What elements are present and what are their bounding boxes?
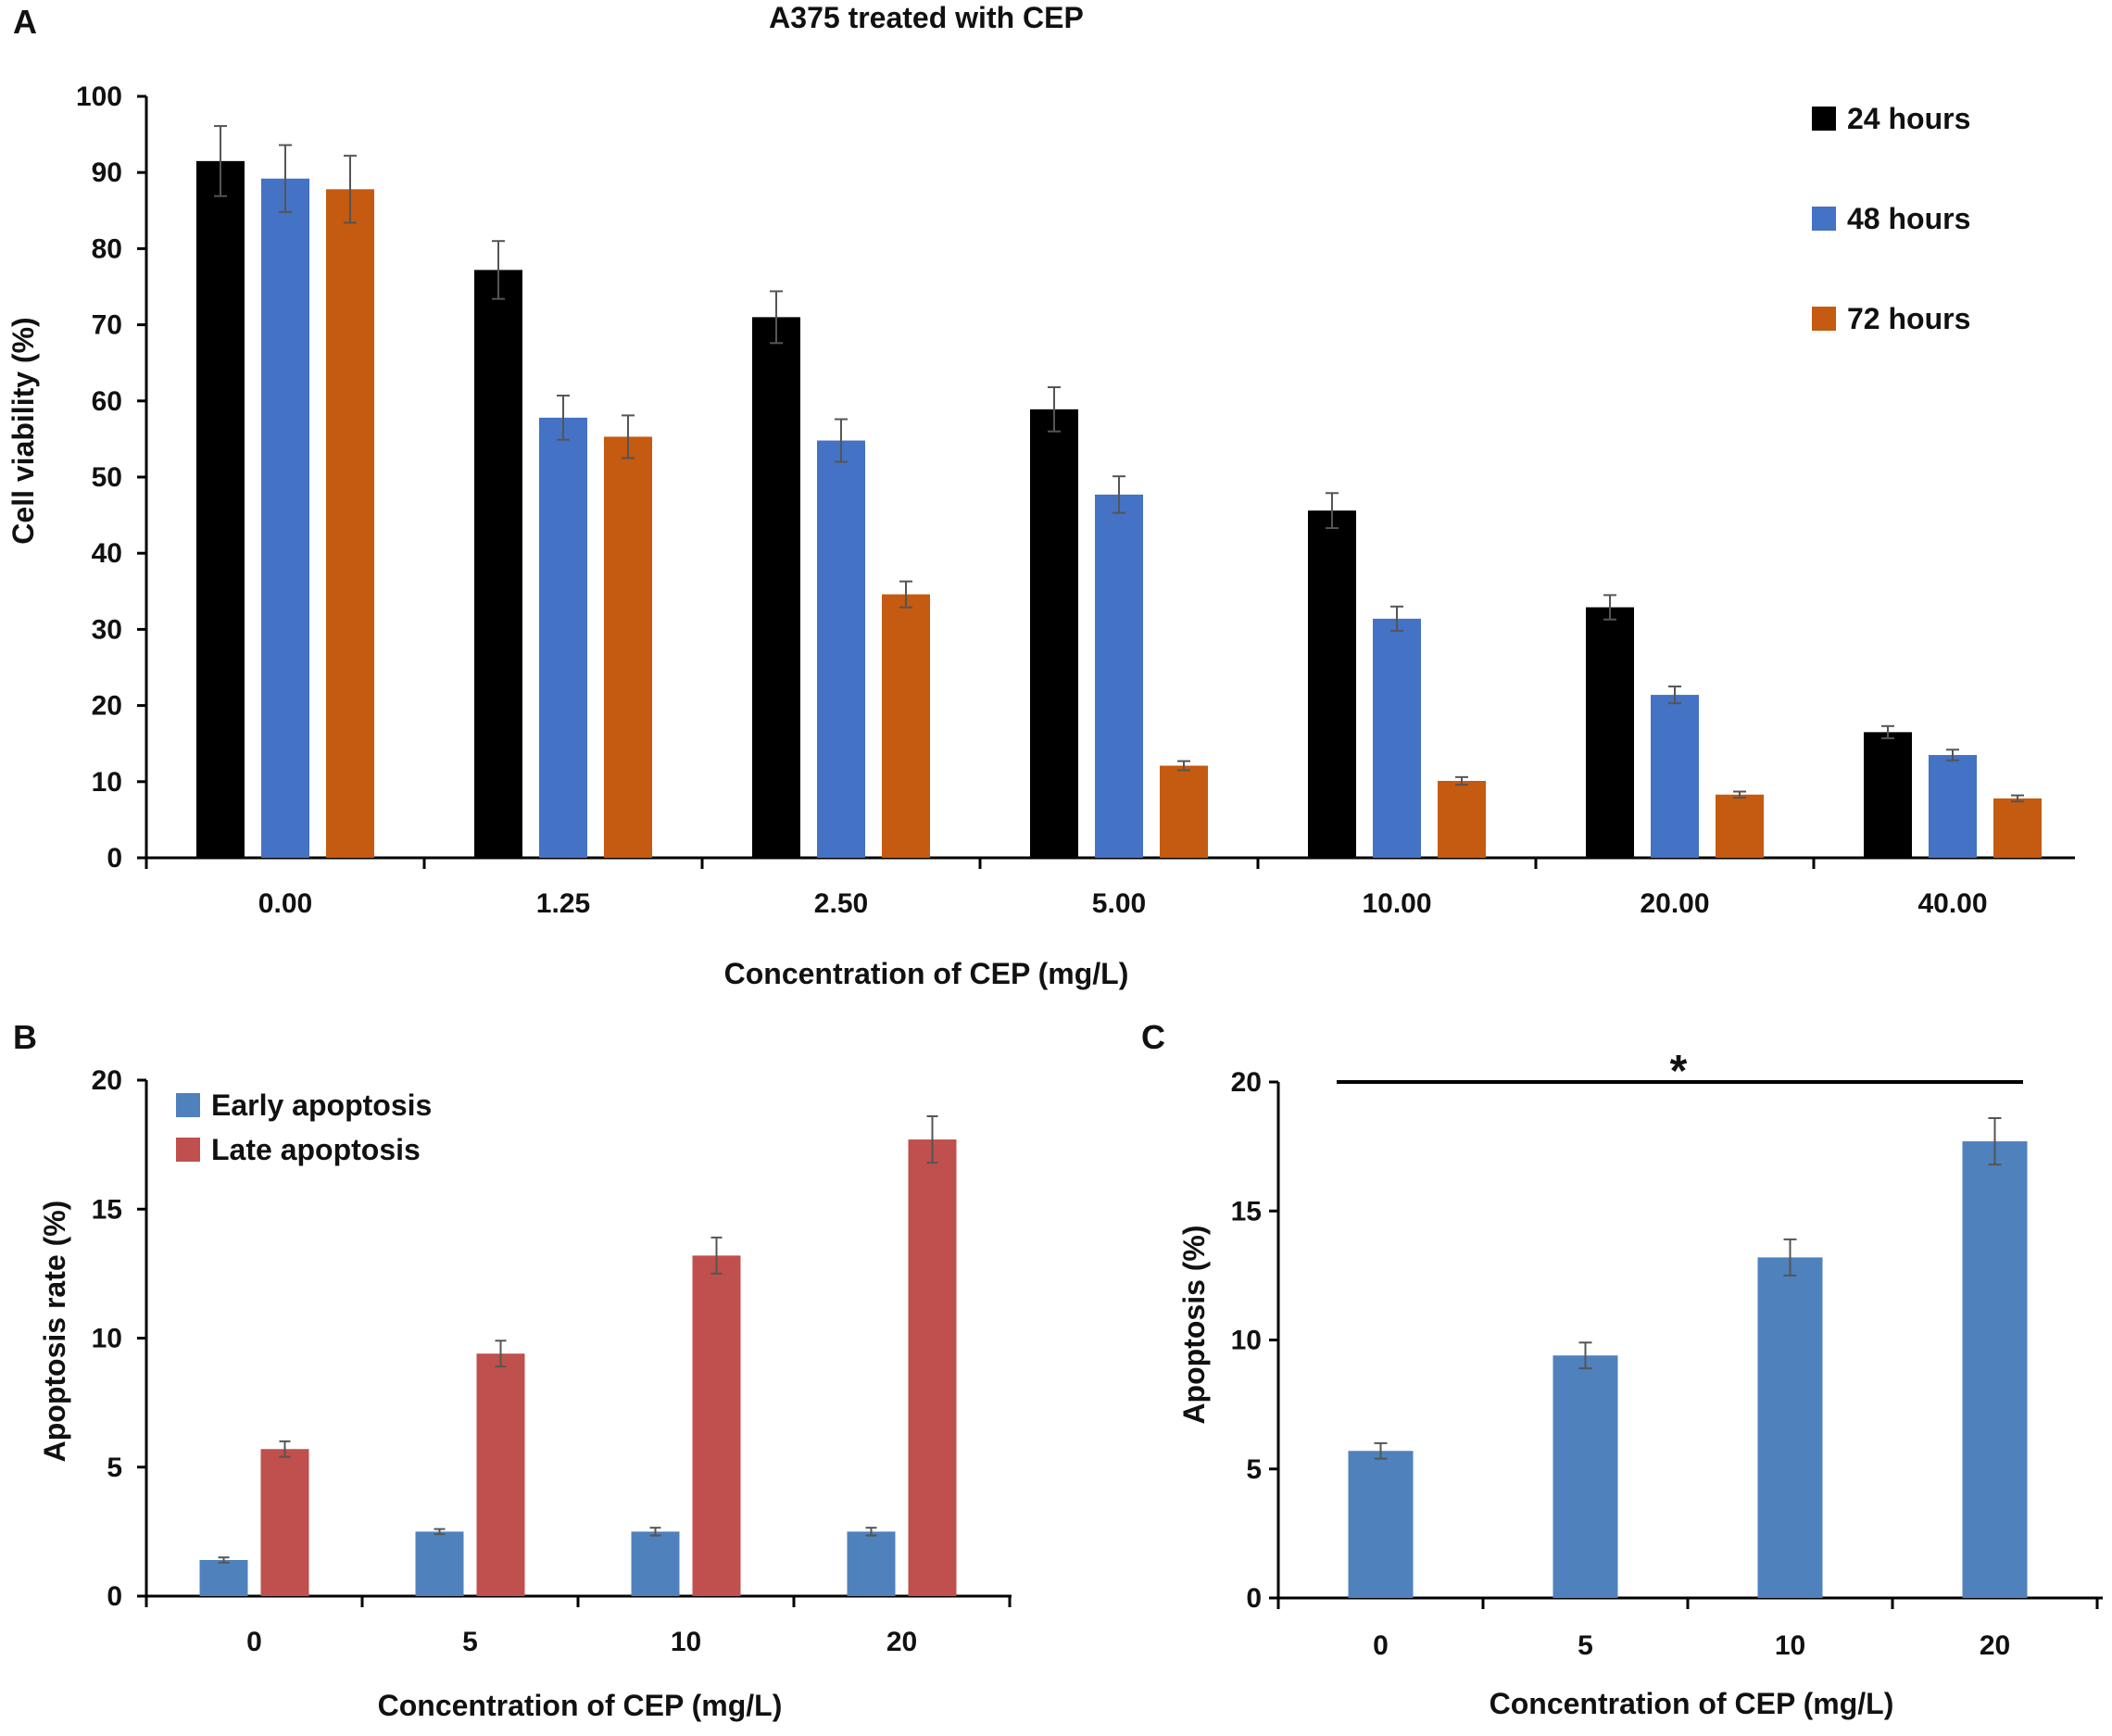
x-tick-label: 10 bbox=[1775, 1630, 1805, 1661]
legend-label: 72 hours bbox=[1847, 302, 1970, 335]
significance-star: * bbox=[1670, 1047, 1688, 1096]
y-tick-label: 90 bbox=[92, 157, 122, 188]
y-tick-label: 0 bbox=[1246, 1583, 1262, 1614]
bar bbox=[1929, 755, 1977, 858]
x-tick-label: 10 bbox=[671, 1627, 701, 1657]
x-tick-label: 0 bbox=[1373, 1630, 1389, 1661]
panel-b-ylabel: Apoptosis rate (%) bbox=[38, 1201, 71, 1463]
x-tick-label: 20 bbox=[1980, 1630, 2010, 1661]
bar bbox=[847, 1531, 896, 1596]
y-tick-label: 10 bbox=[92, 1324, 122, 1354]
x-tick-label: 0 bbox=[246, 1627, 262, 1657]
bar bbox=[261, 178, 309, 858]
panel-a-plot: 0 10 20 30 40 50 60 70 80 90 100 0.00 1.25 2.50 5.00 10… bbox=[76, 82, 2075, 919]
x-tick-label: 0.00 bbox=[258, 888, 312, 919]
y-tick-label: 0 bbox=[107, 1581, 122, 1612]
panel-b-plot: 0 5 10 15 20 0 5 10 20 Early apoptosis Late apopto… bbox=[92, 1065, 1012, 1657]
bar bbox=[1160, 765, 1208, 858]
bar bbox=[692, 1255, 741, 1596]
legend-label: Late apoptosis bbox=[211, 1133, 421, 1166]
bar bbox=[817, 440, 865, 858]
bar bbox=[1553, 1355, 1618, 1598]
x-tick-label: 10.00 bbox=[1362, 888, 1431, 919]
x-tick-label: 5 bbox=[462, 1627, 478, 1657]
bar bbox=[1438, 780, 1486, 858]
y-tick-label: 50 bbox=[92, 462, 122, 493]
bar bbox=[1993, 798, 2042, 858]
y-tick-label: 30 bbox=[92, 614, 122, 645]
y-tick-label: 10 bbox=[92, 767, 122, 798]
bar bbox=[631, 1531, 680, 1596]
bar bbox=[908, 1139, 957, 1596]
y-tick-label: 20 bbox=[1231, 1067, 1262, 1098]
bar bbox=[1030, 409, 1078, 858]
legend-swatch bbox=[1812, 107, 1836, 131]
panel-a-letter: A bbox=[13, 3, 37, 41]
panel-c-ylabel: Apoptosis (%) bbox=[1177, 1225, 1211, 1424]
bar bbox=[1962, 1141, 2028, 1598]
bar bbox=[1095, 494, 1143, 858]
bar bbox=[1864, 732, 1912, 858]
bar bbox=[260, 1449, 309, 1596]
y-tick-label: 100 bbox=[76, 82, 122, 112]
panel-a-ylabel: Cell viability (%) bbox=[6, 317, 40, 544]
bar bbox=[1757, 1257, 1823, 1598]
panel-a-title: A375 treated with CEP bbox=[769, 1, 1084, 34]
panel-a-xlabel: Concentration of CEP (mg/L) bbox=[724, 957, 1129, 990]
x-tick-label: 2.50 bbox=[814, 888, 868, 919]
y-tick-label: 70 bbox=[92, 310, 122, 341]
x-tick-label: 5.00 bbox=[1092, 888, 1146, 919]
bar bbox=[539, 417, 587, 858]
legend-label: 24 hours bbox=[1847, 102, 1970, 135]
y-tick-label: 40 bbox=[92, 538, 122, 569]
panel-c-letter: C bbox=[1141, 1018, 1165, 1056]
legend-label: 48 hours bbox=[1847, 202, 1970, 235]
bar bbox=[1373, 618, 1421, 858]
panel-c-plot: 0 5 10 15 20 0 5 10 20 * bbox=[1231, 1047, 2103, 1661]
bar bbox=[1586, 607, 1634, 858]
bar bbox=[196, 160, 245, 858]
x-tick-label: 5 bbox=[1578, 1630, 1593, 1661]
bar bbox=[326, 189, 374, 858]
bar bbox=[1651, 695, 1699, 858]
x-tick-label: 40.00 bbox=[1917, 888, 1987, 919]
bar bbox=[415, 1531, 464, 1596]
x-tick-label: 20 bbox=[886, 1627, 917, 1657]
legend-swatch bbox=[1812, 307, 1836, 331]
legend-swatch bbox=[176, 1138, 200, 1162]
bar bbox=[752, 317, 800, 858]
y-tick-label: 5 bbox=[1246, 1454, 1262, 1485]
bar bbox=[604, 436, 652, 858]
y-tick-label: 15 bbox=[1231, 1196, 1262, 1227]
panel-c-xlabel: Concentration of CEP (mg/L) bbox=[1490, 1687, 1894, 1720]
bar bbox=[1348, 1451, 1414, 1598]
panel-b-xlabel: Concentration of CEP (mg/L) bbox=[378, 1689, 783, 1722]
bar bbox=[199, 1560, 248, 1596]
y-tick-label: 20 bbox=[92, 691, 122, 722]
y-tick-label: 0 bbox=[107, 843, 122, 874]
y-tick-label: 15 bbox=[92, 1194, 122, 1225]
y-tick-label: 80 bbox=[92, 233, 122, 264]
x-tick-label: 20.00 bbox=[1640, 888, 1709, 919]
y-tick-label: 20 bbox=[92, 1065, 122, 1096]
bar bbox=[1716, 794, 1764, 858]
y-tick-label: 5 bbox=[107, 1453, 122, 1483]
y-tick-label: 10 bbox=[1231, 1326, 1262, 1356]
panel-b-letter: B bbox=[13, 1018, 37, 1056]
bar bbox=[476, 1353, 525, 1596]
y-tick-label: 60 bbox=[92, 386, 122, 417]
bar bbox=[1308, 510, 1356, 858]
legend-label: Early apoptosis bbox=[211, 1088, 432, 1122]
legend-swatch bbox=[176, 1093, 200, 1117]
bar bbox=[474, 270, 522, 858]
x-tick-label: 1.25 bbox=[536, 888, 590, 919]
bar bbox=[882, 594, 930, 858]
legend-swatch bbox=[1812, 207, 1836, 231]
